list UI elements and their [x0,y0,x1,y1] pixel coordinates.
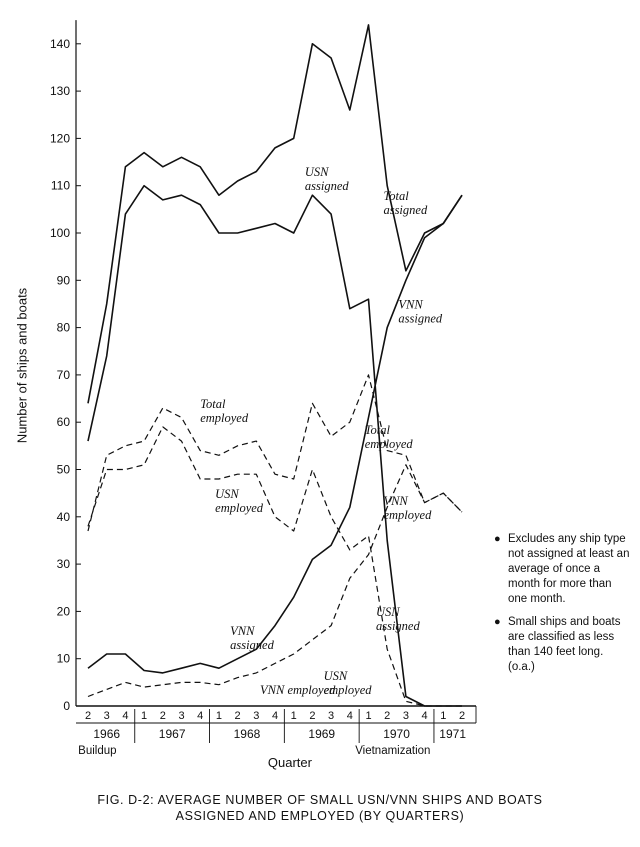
annotation-line: VNN [383,494,408,508]
quarter-tick-label: 1 [440,710,446,722]
series-annotation: VNN assigned [230,624,275,652]
series-line-usn-employed [87,426,462,707]
series-annotation: USN employed [324,669,373,697]
year-label: 1967 [159,727,186,741]
y-tick-label: 0 [63,699,70,713]
annotation-line: VNN employed [260,683,336,697]
annotation-line: Total [200,397,226,411]
footnotes: ● Excludes any ship type not assigned at… [494,532,630,683]
annotation-line: employed [365,437,414,451]
y-tick-label: 110 [51,179,70,193]
series-annotation: USN assigned [305,165,350,193]
series-annotation: USN employed [215,487,264,515]
footnote: ● Excludes any ship type not assigned at… [494,532,630,607]
y-tick-label: 50 [57,463,71,477]
annotation-line: USN [215,487,239,501]
quarter-tick-label: 3 [253,710,259,722]
series-line-total-employed [87,374,463,532]
annotation-line: employed [383,508,432,522]
y-tick-label: 10 [57,652,71,666]
annotation-line: USN [305,165,329,179]
series-annotation: Total employed [200,397,249,425]
quarter-tick-label: 3 [403,710,409,722]
series-line-usn-assigned [87,184,462,707]
bullet-icon: ● [494,616,501,628]
quarter-tick-label: 1 [141,710,147,722]
x-axis-label: Quarter [268,755,313,770]
y-tick-label: 100 [50,226,70,240]
series-line-vnn-assigned [87,194,463,674]
year-label: 1970 [383,727,410,741]
quarter-tick-label: 3 [328,710,334,722]
y-tick-label: 20 [57,604,71,618]
annotation-line: Total [365,423,391,437]
annotation-line: VNN [230,624,255,638]
annotation-line: assigned [383,203,428,217]
quarter-tick-label: 4 [122,710,128,722]
y-tick-label: 70 [57,368,71,382]
series-annotation: VNN employed [260,683,336,697]
quarter-tick-label: 2 [309,710,315,722]
year-label: 1968 [234,727,261,741]
annotation-line: employed [324,683,373,697]
footnote: ● Small ships and boats are classified a… [494,615,630,675]
annotation-line: VNN [398,298,423,312]
quarter-tick-label: 4 [272,710,278,722]
series-annotation: USN assigned [376,605,421,633]
y-tick-label: 90 [57,273,71,287]
quarter-tick-label: 3 [178,710,184,722]
quarter-tick-label: 1 [216,710,222,722]
quarter-tick-label: 2 [160,710,166,722]
annotation-line: assigned [376,619,421,633]
footnote-text: Small ships and boats are classified as … [508,616,621,673]
series-annotation: Total employed [365,423,414,451]
y-tick-label: 40 [57,510,71,524]
quarter-tick-label: 4 [422,710,428,722]
annotation-line: Total [383,189,409,203]
y-tick-label: 140 [50,37,70,51]
y-tick-label: 80 [57,321,71,335]
quarter-tick-label: 1 [291,710,297,722]
year-label: 1969 [308,727,335,741]
annotation-line: assigned [230,638,275,652]
annotation-line: employed [200,411,249,425]
quarter-tick-label: 2 [85,710,91,722]
series-annotation: VNN assigned [398,298,443,326]
y-tick-label: 30 [57,557,71,571]
annotation-line: USN [376,605,400,619]
quarter-tick-label: 3 [104,710,110,722]
quarter-tick-label: 2 [459,710,465,722]
annotation-line: assigned [305,179,350,193]
annotation-line: employed [215,501,264,515]
bullet-icon: ● [494,533,501,545]
period-label: Vietnamization [355,745,430,757]
figure-caption-line2: ASSIGNED AND EMPLOYED (BY QUARTERS) [175,809,465,823]
figure-caption: FIG. D-2: AVERAGE NUMBER OF SMALL USN/VN… [97,793,543,807]
quarter-tick-label: 4 [197,710,203,722]
y-tick-label: 130 [50,84,70,98]
series-annotation: Total assigned [383,189,428,217]
series-line-total-assigned [87,24,463,404]
annotation-line: assigned [398,312,443,326]
period-label: Buildup [78,745,116,757]
series-line-vnn-employed [87,464,463,698]
quarter-tick-label: 1 [365,710,371,722]
y-axis-label: Number of ships and boats [14,287,30,444]
year-label: 1966 [93,727,120,741]
quarter-tick-label: 2 [235,710,241,722]
series-annotation: VNN employed [383,494,432,522]
footnote-text: Excludes any ship type not assigned at l… [508,533,630,605]
y-tick-label: 120 [50,131,70,145]
y-tick-label: 60 [57,415,71,429]
annotation-line: USN [324,669,348,683]
quarter-tick-label: 2 [384,710,390,722]
quarter-tick-label: 4 [347,710,353,722]
year-label: 1971 [439,727,466,741]
